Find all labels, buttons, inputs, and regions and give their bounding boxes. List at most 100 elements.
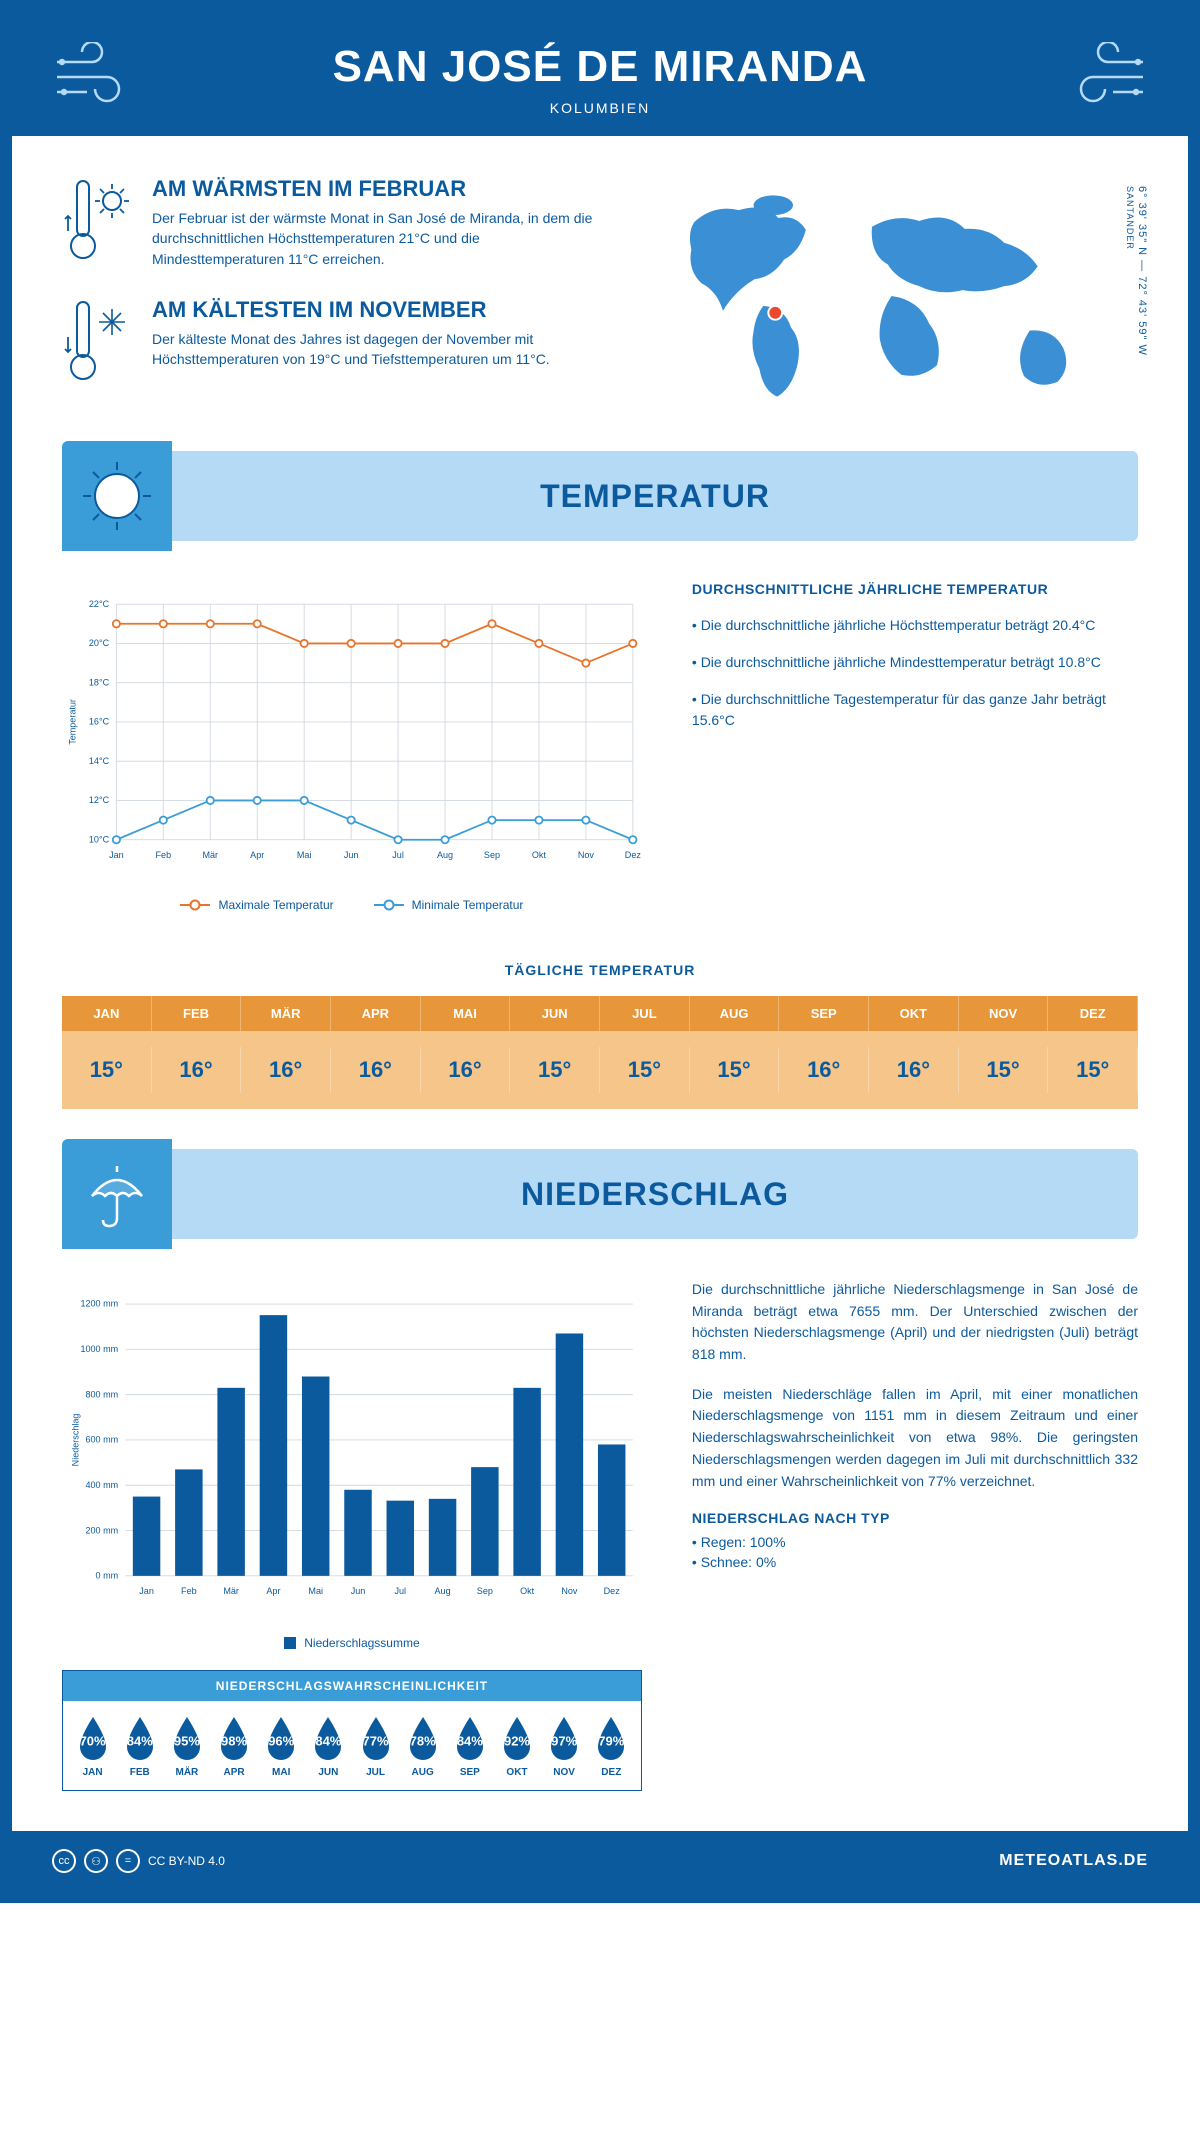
probability-value: 77%: [363, 1733, 389, 1748]
table-header: JANFEBMÄRAPRMAIJUNJULAUGSEPOKTNOVDEZ: [62, 996, 1138, 1031]
page-subtitle: KOLUMBIEN: [52, 100, 1148, 116]
probability-value: 78%: [410, 1733, 436, 1748]
table-header-cell: AUG: [690, 996, 780, 1031]
drop-icon: 84%: [307, 1713, 349, 1763]
probability-value: 98%: [221, 1733, 247, 1748]
probability-month: APR: [210, 1767, 257, 1778]
page-title: SAN JOSÉ DE MIRANDA: [52, 42, 1148, 92]
probability-month: NOV: [541, 1767, 588, 1778]
svg-text:Dez: Dez: [625, 850, 642, 860]
svg-text:400 mm: 400 mm: [85, 1480, 118, 1490]
probability-month: MÄR: [163, 1767, 210, 1778]
precipitation-info: Die durchschnittliche jährliche Niedersc…: [692, 1279, 1138, 1791]
table-header-cell: JUL: [600, 996, 690, 1031]
probability-cell: 95% MÄR: [163, 1713, 210, 1778]
svg-text:Niederschlag: Niederschlag: [70, 1414, 80, 1467]
svg-text:Jul: Jul: [394, 1586, 406, 1596]
probability-value: 95%: [174, 1733, 200, 1748]
probability-cell: 92% OKT: [493, 1713, 540, 1778]
probability-cell: 97% NOV: [541, 1713, 588, 1778]
temperature-chart: 10°C12°C14°C16°C18°C20°C22°CJanFebMärApr…: [62, 581, 642, 912]
svg-text:10°C: 10°C: [89, 834, 110, 844]
svg-text:600 mm: 600 mm: [85, 1435, 118, 1445]
by-icon: ⚇: [84, 1849, 108, 1873]
wind-icon: [52, 42, 142, 112]
probability-month: MAI: [258, 1767, 305, 1778]
svg-text:Dez: Dez: [604, 1586, 621, 1596]
svg-text:Mär: Mär: [223, 1586, 239, 1596]
precip-paragraph: Die durchschnittliche jährliche Niedersc…: [692, 1279, 1138, 1366]
probability-cell: 70% JAN: [69, 1713, 116, 1778]
svg-text:Jun: Jun: [351, 1586, 366, 1596]
table-cell: 15°: [600, 1047, 690, 1093]
drop-icon: 79%: [590, 1713, 632, 1763]
probability-row: 70% JAN 84% FEB 95% MÄR 98% APR: [63, 1701, 641, 1790]
probability-value: 70%: [80, 1733, 106, 1748]
fact-title: AM KÄLTESTEN IM NOVEMBER: [152, 297, 605, 323]
temperature-section: 10°C12°C14°C16°C18°C20°C22°CJanFebMärApr…: [12, 541, 1188, 952]
svg-text:Jan: Jan: [139, 1586, 154, 1596]
intro-section: AM WÄRMSTEN IM FEBRUAR Der Februar ist d…: [12, 136, 1188, 451]
section-banner-precipitation: NIEDERSCHLAG: [62, 1149, 1138, 1239]
probability-month: DEZ: [588, 1767, 635, 1778]
coords-region: SANTANDER: [1125, 186, 1135, 250]
precipitation-left: 0 mm200 mm400 mm600 mm800 mm1000 mm1200 …: [62, 1279, 642, 1791]
precipitation-section: 0 mm200 mm400 mm600 mm800 mm1000 mm1200 …: [12, 1239, 1188, 1831]
facts: AM WÄRMSTEN IM FEBRUAR Der Februar ist d…: [62, 176, 605, 421]
probability-cell: 79% DEZ: [588, 1713, 635, 1778]
info-item: • Die durchschnittliche Tagestemperatur …: [692, 689, 1138, 731]
probability-cell: 98% APR: [210, 1713, 257, 1778]
chart-legend: .legend-item:nth-child(1) .legend-swatch…: [62, 898, 642, 912]
svg-text:Aug: Aug: [435, 1586, 451, 1596]
svg-text:Sep: Sep: [477, 1586, 493, 1596]
svg-text:18°C: 18°C: [89, 677, 110, 687]
section-banner-temperature: TEMPERATUR: [62, 451, 1138, 541]
legend-precip: Niederschlagssumme: [284, 1636, 419, 1650]
table-cell: 16°: [331, 1047, 421, 1093]
table-cell: 15°: [510, 1047, 600, 1093]
svg-text:Aug: Aug: [437, 850, 453, 860]
info-item: • Die durchschnittliche jährliche Mindes…: [692, 652, 1138, 673]
info-title: DURCHSCHNITTLICHE JÄHRLICHE TEMPERATUR: [692, 581, 1138, 597]
drop-icon: 84%: [449, 1713, 491, 1763]
svg-text:Okt: Okt: [532, 850, 547, 860]
svg-text:16°C: 16°C: [89, 717, 110, 727]
table-cell: 16°: [241, 1047, 331, 1093]
table-cell: 15°: [690, 1047, 780, 1093]
precip-type-item: • Schnee: 0%: [692, 1554, 1138, 1570]
svg-text:Mai: Mai: [297, 850, 312, 860]
chart-legend: Niederschlagssumme: [62, 1636, 642, 1650]
wind-icon: [1058, 42, 1148, 112]
fact-title: AM WÄRMSTEN IM FEBRUAR: [152, 176, 605, 202]
license-text: CC BY-ND 4.0: [148, 1854, 225, 1868]
section-title: TEMPERATUR: [172, 478, 1138, 515]
section-title: NIEDERSCHLAG: [172, 1176, 1138, 1213]
sun-icon: [62, 441, 172, 551]
cc-icon: cc: [52, 1849, 76, 1873]
table-header-cell: MAI: [421, 996, 511, 1031]
svg-text:800 mm: 800 mm: [85, 1389, 118, 1399]
svg-text:Jan: Jan: [109, 850, 124, 860]
drop-icon: 96%: [260, 1713, 302, 1763]
umbrella-icon: [62, 1139, 172, 1249]
footer: cc ⚇ = CC BY-ND 4.0 METEOATLAS.DE: [12, 1831, 1188, 1891]
temperature-info: DURCHSCHNITTLICHE JÄHRLICHE TEMPERATUR •…: [692, 581, 1138, 912]
page: SAN JOSÉ DE MIRANDA KOLUMBIEN AM WÄRMSTE…: [0, 0, 1200, 1903]
svg-text:14°C: 14°C: [89, 756, 110, 766]
table-header-cell: JUN: [510, 996, 600, 1031]
drop-icon: 77%: [355, 1713, 397, 1763]
svg-text:12°C: 12°C: [89, 795, 110, 805]
table-header-cell: OKT: [869, 996, 959, 1031]
svg-text:200 mm: 200 mm: [85, 1525, 118, 1535]
table-header-cell: DEZ: [1048, 996, 1138, 1031]
probability-value: 84%: [457, 1733, 483, 1748]
probability-box: NIEDERSCHLAGSWAHRSCHEINLICHKEIT 70% JAN …: [62, 1670, 642, 1791]
probability-value: 92%: [504, 1733, 530, 1748]
fact-text: Der kälteste Monat des Jahres ist dagege…: [152, 329, 605, 370]
precip-type-title: NIEDERSCHLAG NACH TYP: [692, 1510, 1138, 1526]
probability-cell: 84% SEP: [446, 1713, 493, 1778]
table-cell: 16°: [152, 1047, 242, 1093]
coordinates: 6° 39' 35" N — 72° 43' 59" W SANTANDER: [1124, 186, 1148, 356]
thermometer-sun-icon: [62, 176, 132, 266]
fact-coldest: AM KÄLTESTEN IM NOVEMBER Der kälteste Mo…: [62, 297, 605, 387]
